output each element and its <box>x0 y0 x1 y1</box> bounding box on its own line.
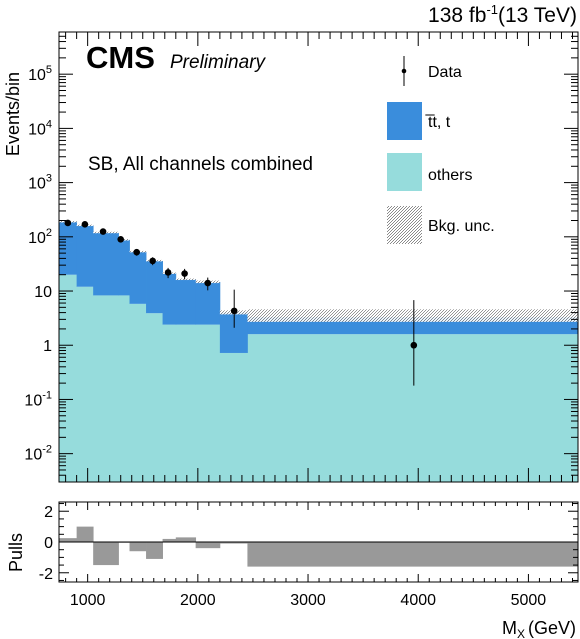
ttbar-bin <box>118 239 130 296</box>
x-tick-label: 3000 <box>290 592 326 609</box>
legend-ttbar-swatch <box>387 102 422 140</box>
ttbar-bin <box>59 221 78 275</box>
pulls-y-tick-label: -2 <box>39 566 53 583</box>
data-point <box>117 235 125 243</box>
data-points <box>64 219 418 386</box>
others-bin <box>59 274 78 482</box>
data-point <box>81 221 89 228</box>
legend-entry-data: Data <box>401 56 462 86</box>
pulls-y-axis-ticks: 2 0 -2 <box>39 503 578 583</box>
y-tick-label: 10-1 <box>24 389 52 409</box>
ttbar-bin <box>146 260 163 314</box>
legend-ttbar-label: t̅t, t <box>425 114 451 131</box>
y-tick-label: 105 <box>28 64 52 84</box>
y-tick-label: 1 <box>43 338 52 355</box>
others-bin <box>219 352 248 482</box>
pull-bin <box>195 542 221 549</box>
others-bin <box>195 324 221 482</box>
others-bin <box>162 324 177 482</box>
pull-bin <box>247 542 579 567</box>
others-bin <box>247 334 579 482</box>
y-tick-label: 102 <box>28 227 52 247</box>
legend-others-label: others <box>428 167 472 184</box>
lumi-label: 138 fb-1(13 TeV) <box>428 2 577 27</box>
legend-unc-label: Bkg. unc. <box>428 218 495 235</box>
others-bin <box>93 295 119 482</box>
legend-others-swatch <box>387 153 422 191</box>
x-axis-ticks-main <box>65 32 573 482</box>
ttbar-bin <box>129 251 147 304</box>
x-axis-ticks: 1000 2000 3000 4000 5000 <box>65 502 573 609</box>
data-point <box>230 307 238 315</box>
others-bin <box>146 313 163 482</box>
ttbar-bin <box>76 225 94 287</box>
y-tick-label: 10-2 <box>24 444 52 464</box>
pull-bin <box>129 542 147 552</box>
y-axis-label: Events/bin <box>3 72 23 156</box>
x-tick-label: 2000 <box>180 592 216 609</box>
data-point <box>149 257 156 265</box>
y-axis-ticks: 10-2 10-1 1 10 102 103 104 105 <box>24 31 578 483</box>
pull-bin <box>59 538 78 542</box>
data-point <box>133 248 140 256</box>
legend-unc-swatch <box>387 206 422 244</box>
others-histogram <box>59 274 579 482</box>
x-axis-label: MX (GeV) <box>502 618 576 639</box>
unc-bin <box>175 278 196 281</box>
others-bin <box>118 295 130 482</box>
unc-bin <box>247 309 578 322</box>
pulls-histogram <box>59 526 579 567</box>
legend-entry-others: others <box>387 153 472 191</box>
others-bin <box>76 286 94 482</box>
pulls-axis-label: Pulls <box>6 533 26 572</box>
legend-entry-unc: Bkg. unc. <box>387 206 495 244</box>
pull-bin <box>93 542 119 566</box>
legend-data-label: Data <box>428 64 462 81</box>
region-label: SB, All channels combined <box>88 154 313 175</box>
pull-bin <box>146 542 163 559</box>
data-point <box>64 219 72 227</box>
legend-data-marker <box>401 68 407 74</box>
y-tick-label: 10 <box>34 284 52 301</box>
pulls-y-tick-label: 0 <box>44 535 53 552</box>
unc-bin <box>118 239 130 241</box>
data-point <box>164 269 172 276</box>
data-point <box>99 228 107 235</box>
pulls-y-tick-label: 2 <box>44 504 53 521</box>
y-tick-label: 103 <box>28 173 52 193</box>
pull-bin <box>175 537 197 542</box>
preliminary-label: Preliminary <box>170 52 267 73</box>
x-tick-label: 5000 <box>511 592 547 609</box>
y-tick-label: 104 <box>28 118 52 138</box>
ttbar-bin <box>175 279 197 325</box>
ttbar-bin <box>162 273 177 325</box>
pull-bin <box>162 538 177 542</box>
others-bin <box>129 303 147 482</box>
others-bin <box>175 324 197 482</box>
ttbar-bin <box>93 232 119 296</box>
legend: Data t̅t, t others Bkg. unc. <box>387 56 495 244</box>
x-tick-label: 4000 <box>400 592 436 609</box>
pull-bin <box>76 526 94 542</box>
main-plot-frame <box>58 31 579 483</box>
cms-label: CMS <box>86 40 155 75</box>
data-point <box>204 279 212 287</box>
data-point <box>410 341 418 349</box>
pull-bin <box>219 542 248 544</box>
data-point <box>181 270 188 277</box>
legend-entry-ttbar: t̅t, t <box>387 102 451 140</box>
x-tick-label: 1000 <box>70 592 106 609</box>
